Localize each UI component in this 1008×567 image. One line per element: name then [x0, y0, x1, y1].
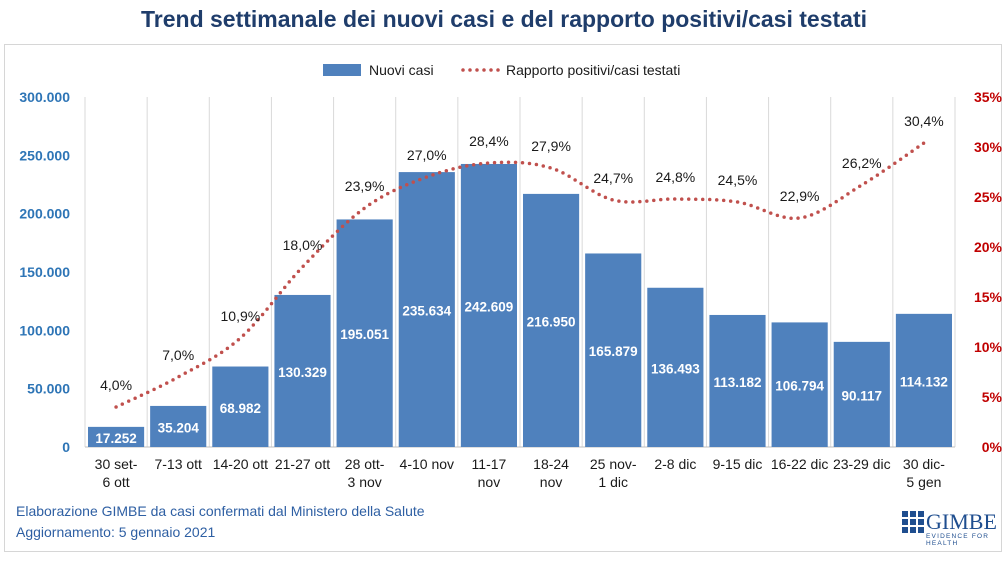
line-value-label: 27,9%: [531, 138, 571, 154]
bar-value-label: 216.950: [527, 314, 576, 329]
x-category-label: 6 ott: [102, 474, 129, 490]
line-value-label: 26,2%: [842, 155, 882, 171]
bar-value-label: 136.493: [651, 361, 700, 376]
footer-update: Aggiornamento: 5 gennaio 2021: [16, 524, 216, 540]
gimbe-logo: GIMBE EVIDENCE FOR HEALTH: [902, 509, 1002, 547]
y-right-tick-label: 0%: [982, 439, 1003, 455]
bar: [833, 341, 890, 447]
x-category-label: 9-15 dic: [713, 456, 763, 472]
x-category-label: 7-13 ott: [154, 456, 202, 472]
bar: [336, 219, 393, 447]
x-category-label: 4-10 nov: [400, 456, 454, 472]
x-category-label: 25 nov-: [590, 456, 637, 472]
x-category-label: 14-20 ott: [213, 456, 268, 472]
bar: [523, 193, 580, 447]
x-category-label: 5 gen: [906, 474, 941, 490]
bar-value-label: 242.609: [465, 299, 514, 314]
x-category-label: nov: [540, 474, 563, 490]
line-value-label: 4,0%: [100, 377, 132, 393]
x-category-label: 30 set-: [95, 456, 138, 472]
bar: [460, 163, 517, 447]
bar: [212, 366, 269, 447]
x-category-label: 23-29 dic: [833, 456, 891, 472]
footer-source: Elaborazione GIMBE da casi confermati da…: [16, 503, 425, 519]
line-value-label: 27,0%: [407, 147, 447, 163]
y-right-tick-label: 15%: [974, 289, 1003, 305]
bar-value-label: 130.329: [278, 365, 327, 380]
y-left-tick-label: 250.000: [19, 147, 70, 163]
y-left-tick-label: 0: [62, 439, 70, 455]
x-category-label: 21-27 ott: [275, 456, 330, 472]
bar-value-label: 114.132: [900, 374, 948, 389]
y-left-tick-label: 150.000: [19, 264, 70, 280]
line-value-label: 30,4%: [904, 113, 944, 129]
line-value-label: 7,0%: [162, 347, 194, 363]
line-value-label: 18,0%: [283, 237, 323, 253]
bar-value-label: 165.879: [589, 344, 638, 359]
legend-bar-swatch: [323, 64, 361, 76]
bar: [398, 172, 455, 447]
line-value-label: 24,5%: [718, 172, 758, 188]
bar-value-label: 90.117: [842, 388, 883, 403]
logo-grid-icon: [902, 511, 924, 533]
bar: [771, 322, 828, 447]
bar-value-label: 113.182: [713, 375, 761, 390]
bar: [709, 314, 766, 447]
x-category-label: 16-22 dic: [771, 456, 829, 472]
bar-value-label: 35.204: [158, 420, 200, 435]
y-right-tick-label: 35%: [974, 89, 1003, 105]
y-right-tick-label: 10%: [974, 339, 1003, 355]
bar-value-label: 195.051: [340, 327, 389, 342]
line-value-label: 24,8%: [656, 169, 696, 185]
bar: [88, 426, 145, 447]
bar: [585, 253, 642, 447]
chart-frame: [4, 44, 1002, 552]
y-right-tick-label: 20%: [974, 239, 1003, 255]
y-right-tick-label: 25%: [974, 189, 1003, 205]
logo-name: GIMBE: [926, 509, 997, 534]
bar: [895, 313, 952, 447]
bar-value-label: 17.252: [95, 431, 136, 446]
bar-value-label: 68.982: [220, 401, 261, 416]
x-category-label: 11-17: [472, 456, 507, 472]
logo-tagline: EVIDENCE FOR HEALTH: [926, 533, 990, 547]
x-category-label: 3 nov: [348, 474, 382, 490]
line-value-label: 23,9%: [345, 178, 385, 194]
y-left-tick-label: 100.000: [19, 322, 70, 338]
line-value-label: 22,9%: [780, 188, 820, 204]
x-category-label: 18-24: [533, 456, 569, 472]
chart-title: Trend settimanale dei nuovi casi e del r…: [141, 6, 867, 32]
bar: [274, 294, 331, 447]
bar-value-label: 235.634: [402, 304, 451, 319]
line-value-label: 24,7%: [593, 170, 633, 186]
y-left-tick-label: 50.000: [27, 381, 70, 397]
x-category-label: 30 dic-: [903, 456, 945, 472]
legend-bar-label: Nuovi casi: [369, 62, 434, 78]
x-category-label: 1 dic: [598, 474, 628, 490]
x-category-label: 28 ott-: [345, 456, 385, 472]
bar: [150, 405, 207, 447]
y-right-tick-label: 5%: [982, 389, 1003, 405]
bar-value-label: 106.794: [775, 379, 824, 394]
x-category-label: nov: [478, 474, 501, 490]
legend-line-label: Rapporto positivi/casi testati: [506, 62, 680, 78]
x-category-label: 2-8 dic: [654, 456, 696, 472]
y-right-tick-label: 30%: [974, 139, 1003, 155]
y-left-tick-label: 200.000: [19, 206, 70, 222]
positivity-line: [114, 141, 926, 409]
line-value-label: 10,9%: [221, 308, 261, 324]
y-left-tick-label: 300.000: [19, 89, 70, 105]
line-value-label: 28,4%: [469, 133, 509, 149]
bar: [647, 287, 704, 447]
